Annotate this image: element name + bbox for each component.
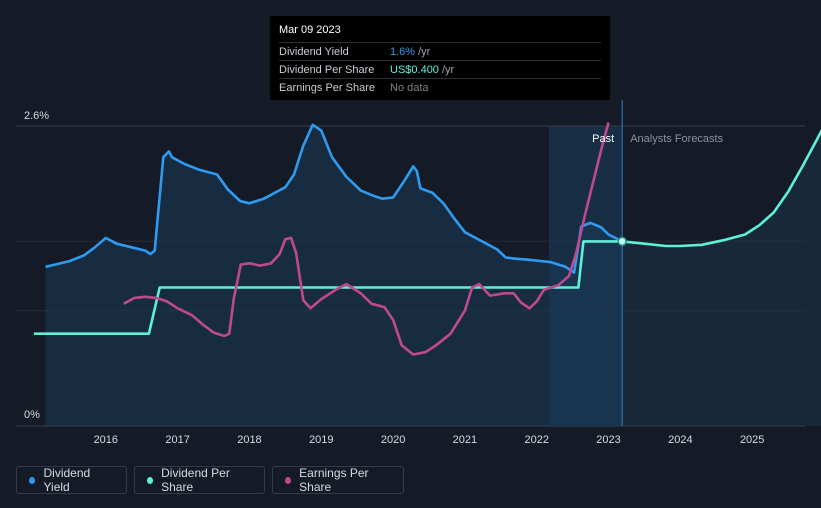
legend-label: Earnings Per Share — [299, 466, 369, 494]
x-tick-label: 2020 — [381, 434, 405, 446]
series-line-earnings-per-share — [123, 122, 610, 356]
series-line-dividend-yield — [45, 123, 623, 274]
legend-item-dividend-yield[interactable]: Dividend Yield — [16, 466, 127, 494]
legend-label: Dividend Yield — [43, 466, 91, 494]
tooltip-row-dividend-yield: Dividend Yield 1.6% /yr — [279, 42, 601, 60]
x-tick-label: 2017 — [165, 434, 189, 446]
past-label: Past — [592, 133, 614, 145]
tooltip-row-dividend-per-share: Dividend Per Share US$0.400 /yr — [279, 60, 601, 78]
legend-item-earnings-per-share[interactable]: Earnings Per Share — [272, 466, 404, 494]
legend-dot-icon — [147, 476, 154, 484]
legend-item-dividend-per-share[interactable]: Dividend Per Share — [134, 466, 265, 494]
tooltip-value: No data — [390, 81, 429, 94]
tooltip-row-earnings-per-share: Earnings Per Share No data — [279, 78, 601, 96]
tooltip-label: Dividend Yield — [279, 45, 349, 58]
legend-label: Dividend Per Share — [161, 466, 230, 494]
tooltip: Mar 09 2023 Dividend Yield 1.6% /yr Divi… — [270, 16, 610, 100]
tooltip-value: 1.6% — [390, 45, 416, 58]
tooltip-date: Mar 09 2023 — [279, 24, 341, 36]
series-areas — [45, 124, 821, 427]
forecast-area — [622, 131, 821, 426]
tooltip-label: Earnings Per Share — [279, 81, 375, 94]
x-tick-label: 2016 — [94, 434, 118, 446]
tooltip-unit: /yr — [441, 63, 455, 76]
tooltip-label: Dividend Per Share — [279, 63, 375, 76]
y-tick-label-bottom: 0% — [24, 409, 40, 421]
x-tick-label: 2018 — [237, 434, 261, 446]
tooltip-value: US$0.400 — [390, 63, 439, 76]
x-tick-label: 2023 — [596, 434, 620, 446]
x-tick-label: 2019 — [309, 434, 333, 446]
y-tick-labels: 2.6% 0% — [24, 110, 49, 421]
highlight-point[interactable] — [617, 236, 627, 247]
y-tick-label-top: 2.6% — [24, 110, 49, 122]
tooltip-unit: /yr — [418, 45, 431, 58]
forecast-label: Analysts Forecasts — [630, 133, 723, 145]
legend-dot-icon — [29, 476, 36, 484]
x-tick-label: 2024 — [668, 434, 692, 446]
x-tick-label: 2021 — [453, 434, 477, 446]
x-tick-label: 2025 — [740, 434, 764, 446]
dividend-yield-area — [45, 124, 623, 427]
x-tick-labels: 2016 2017 2018 2019 2020 2021 2022 2023 2024 2025 — [94, 434, 765, 446]
x-tick-label: 2022 — [524, 434, 548, 446]
legend-dot-icon — [285, 476, 292, 484]
